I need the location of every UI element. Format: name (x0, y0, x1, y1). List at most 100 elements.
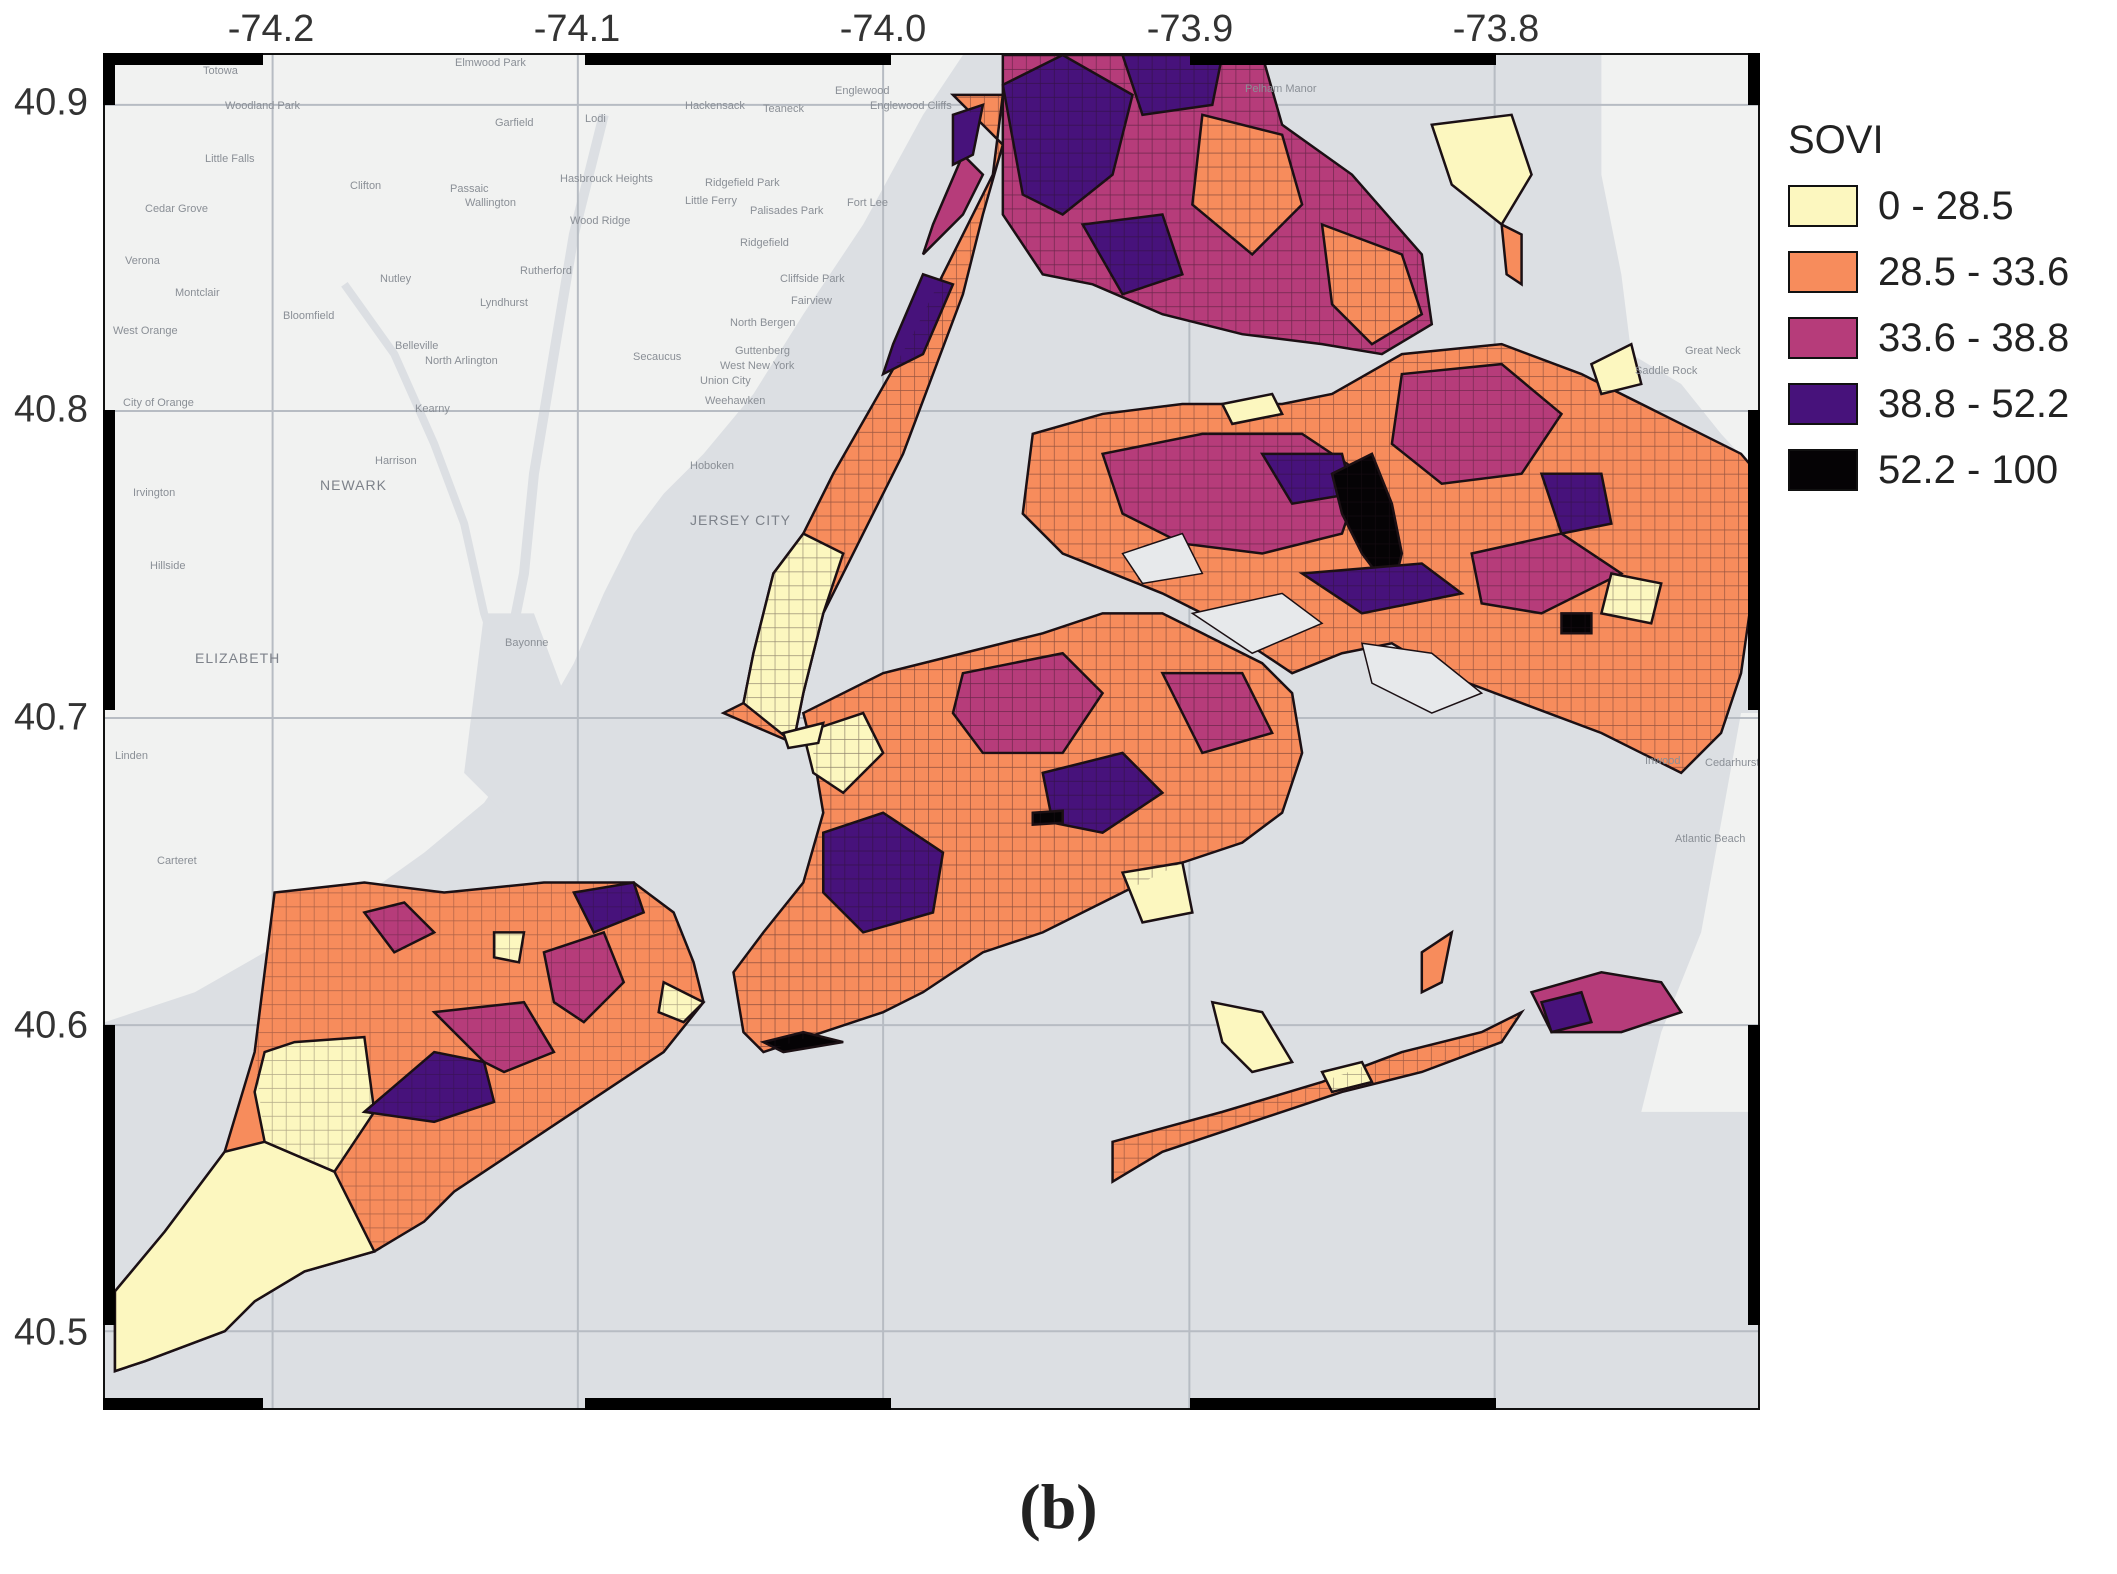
place-label: Wallington (465, 197, 516, 209)
parks-and-airports (1121, 532, 1484, 714)
rockaway-peninsula[interactable] (1111, 971, 1684, 1184)
place-label: Guttenberg (735, 345, 791, 357)
map-frame[interactable]: Totowa Elmwood Park Woodland Park Garfie… (103, 53, 1760, 1410)
place-label: Little Falls (205, 153, 255, 165)
land-li-east (1601, 55, 1758, 474)
place-label: Fort Lee (847, 197, 888, 209)
borough-staten-island[interactable] (113, 881, 706, 1373)
place-label: Cedarhurst (1705, 757, 1760, 769)
borough-manhattan[interactable] (720, 93, 1005, 746)
place-label: Belleville (395, 340, 439, 352)
y-tick-label: 40.7 (14, 696, 88, 739)
legend-item[interactable]: 52.2 - 100 (1788, 441, 2069, 499)
place-label: Hoboken (690, 460, 735, 472)
legend-label: 33.6 - 38.8 (1878, 315, 2070, 360)
x-tick-label: -74.2 (227, 8, 315, 50)
neatline-segment (1190, 53, 1496, 65)
neatline-segment (103, 53, 263, 65)
neatline-segment (1748, 1025, 1760, 1325)
place-label: Hasbrouck Heights (560, 173, 653, 185)
place-label: Wood Ridge (570, 215, 631, 227)
neatline-segment (585, 1398, 891, 1410)
place-label: Ridgefield (740, 237, 789, 249)
newark-bay (464, 613, 564, 813)
place-label: Bayonne (505, 637, 549, 649)
choropleth-map[interactable] (105, 55, 1758, 1408)
place-label: Carteret (157, 855, 197, 867)
neatline-segment (103, 410, 115, 710)
place-label: Lodi (585, 113, 606, 125)
land-li-southeast (1641, 713, 1758, 1112)
neatline-segment (1748, 410, 1760, 710)
place-label: Inwood (1645, 755, 1681, 767)
borough-bronx[interactable] (1001, 55, 1533, 356)
legend-swatch (1788, 185, 1858, 227)
place-label: Cedar Grove (145, 203, 208, 215)
place-label: Hillside (150, 560, 186, 572)
legend-label: 52.2 - 100 (1878, 447, 2059, 492)
legend-item[interactable]: 28.5 - 33.6 (1788, 243, 2069, 301)
legend-label: 0 - 28.5 (1878, 183, 2014, 228)
legend-swatch (1788, 317, 1858, 359)
place-label: NEWARK (320, 477, 387, 493)
legend-label: 38.8 - 52.2 (1878, 381, 2070, 426)
place-label: North Arlington (425, 355, 498, 367)
place-label: Garfield (495, 117, 534, 129)
place-label: Hackensack (685, 100, 745, 112)
y-tick-label: 40.9 (14, 81, 88, 124)
place-label: Irvington (133, 487, 176, 499)
place-label: Verona (125, 255, 160, 267)
place-label: Bloomfield (283, 310, 335, 322)
place-label: West New York (720, 360, 795, 372)
place-label: Montclair (175, 287, 220, 299)
borough-brooklyn[interactable] (732, 612, 1304, 1054)
place-label: Linden (115, 750, 149, 762)
place-label: Englewood Cliffs (870, 100, 952, 112)
x-tick-label: -74.0 (839, 8, 927, 50)
x-tick-label: -73.9 (1146, 8, 1234, 50)
place-label: Lyndhurst (480, 297, 528, 309)
place-label: JERSEY CITY (690, 512, 791, 528)
x-tick-label: -73.8 (1452, 8, 1540, 50)
place-label: ELIZABETH (195, 650, 281, 666)
legend-label: 28.5 - 33.6 (1878, 249, 2070, 294)
neatline-segment (103, 53, 115, 105)
y-tick-label: 40.8 (14, 388, 88, 431)
neatline-segment (585, 53, 891, 65)
legend-item[interactable]: 0 - 28.5 (1788, 177, 2069, 235)
y-tick-label: 40.6 (14, 1004, 88, 1047)
islands[interactable] (781, 392, 1454, 1074)
place-label: Kearny (415, 403, 450, 415)
place-label: Teaneck (763, 103, 804, 115)
place-label: Weehawken (705, 395, 766, 407)
place-label: Saddle Rock (1635, 365, 1698, 377)
neatline-segment (103, 1398, 263, 1410)
place-label: Woodland Park (225, 100, 301, 112)
place-label: Passaic (450, 183, 489, 195)
land-nj (105, 55, 963, 1023)
place-label: Palisades Park (750, 205, 824, 217)
legend-item[interactable]: 38.8 - 52.2 (1788, 375, 2069, 433)
neatline-segment (103, 1025, 115, 1325)
place-label: Harrison (375, 455, 417, 467)
place-label: Cliffside Park (780, 273, 845, 285)
legend-swatch (1788, 449, 1858, 491)
place-label: Ridgefield Park (705, 177, 780, 189)
neatline-segment (1190, 1398, 1496, 1410)
figure-caption: (b) (1019, 1471, 1098, 1542)
place-label: Fairview (791, 295, 832, 307)
place-label: Secaucus (633, 351, 682, 363)
place-label: North Bergen (730, 317, 796, 329)
legend-item[interactable]: 33.6 - 38.8 (1788, 309, 2069, 367)
legend-swatch (1788, 251, 1858, 293)
place-label: City of Orange (123, 397, 194, 409)
place-label: Rutherford (520, 265, 572, 277)
place-label: Clifton (350, 180, 382, 192)
borough-queens[interactable] (1021, 342, 1758, 775)
place-label: Pelham Manor (1245, 83, 1317, 95)
legend: SOVI 0 - 28.5 28.5 - 33.6 33.6 - 38.8 38… (1788, 118, 2069, 507)
place-label: Englewood (835, 85, 890, 97)
place-label: Nutley (380, 273, 412, 285)
place-label: Great Neck (1685, 345, 1741, 357)
y-tick-label: 40.5 (14, 1311, 88, 1354)
